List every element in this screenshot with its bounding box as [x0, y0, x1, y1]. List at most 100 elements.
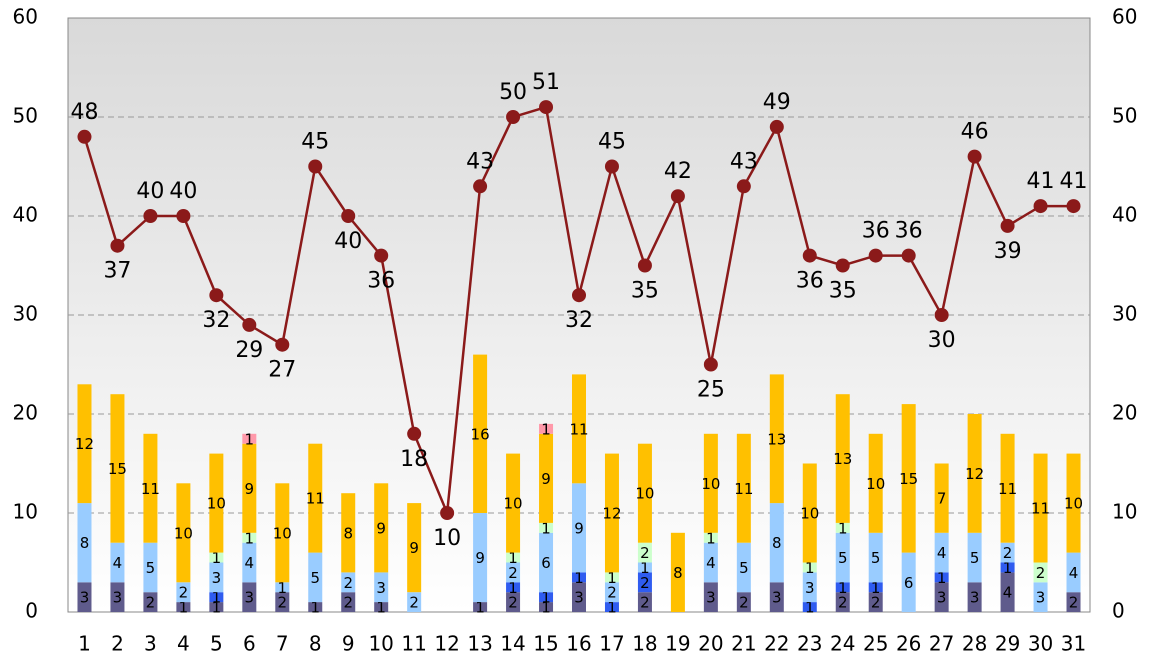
bar-segment: [407, 592, 422, 612]
segment-label: 8: [772, 534, 782, 552]
segment-label: 10: [174, 524, 193, 542]
segment-label: 2: [508, 594, 518, 612]
point-label: 43: [466, 149, 494, 174]
bar-segment: [539, 532, 554, 593]
bar-segment: [1033, 453, 1048, 563]
point-label: 50: [499, 80, 527, 105]
bar-segment: [209, 602, 224, 612]
line-point: [1066, 199, 1081, 214]
line-point: [736, 179, 751, 194]
x-tick-label: 5: [210, 632, 223, 656]
bar-segment: [868, 592, 883, 612]
segment-label: 10: [800, 505, 819, 523]
segment-label: 10: [207, 495, 226, 513]
segment-label: 2: [640, 574, 650, 592]
segment-label: 3: [706, 589, 716, 607]
point-label: 48: [70, 100, 98, 125]
segment-label: 12: [965, 465, 984, 483]
bar-segment: [539, 423, 554, 434]
bar-segment: [539, 522, 554, 533]
segment-label: 11: [141, 480, 160, 498]
bar-segment: [637, 443, 652, 543]
point-label: 42: [664, 159, 692, 184]
point-label: 35: [631, 279, 659, 304]
bar-segment: [670, 532, 685, 612]
segment-label: 12: [602, 505, 621, 523]
segment-label: 9: [409, 539, 419, 557]
x-tick-label: 9: [342, 632, 355, 656]
line-point: [341, 209, 356, 223]
x-tick-label: 14: [500, 632, 525, 656]
bar-segment: [572, 572, 586, 583]
segment-label: 1: [541, 519, 551, 537]
line-point: [572, 288, 586, 303]
segment-label: 2: [739, 594, 749, 612]
segment-label: 1: [937, 569, 947, 587]
bar-segment: [1000, 542, 1015, 563]
y-tick-label: 0: [25, 599, 38, 623]
bar-segment: [967, 582, 982, 612]
bar-segment: [110, 394, 125, 543]
bar-segment: [110, 582, 125, 612]
line-point: [176, 209, 191, 223]
y-tick-label: 30: [13, 302, 38, 326]
segment-label: 2: [409, 594, 419, 612]
segment-label: 1: [838, 579, 848, 597]
y-tick-label: 20: [13, 401, 38, 425]
segment-label: 2: [640, 594, 650, 612]
bar-segment: [506, 562, 521, 583]
line-point: [802, 248, 817, 263]
point-label: 10: [433, 526, 461, 551]
y2-tick-label: 0: [1112, 599, 1125, 623]
bar-segment: [802, 562, 817, 573]
segment-label: 12: [75, 435, 94, 453]
point-label: 40: [169, 179, 197, 204]
point-label: 46: [961, 120, 989, 145]
x-tick-label: 16: [566, 632, 591, 656]
segment-label: 4: [706, 554, 716, 572]
y-tick-label: 50: [13, 104, 38, 128]
x-tick-label: 20: [698, 632, 723, 656]
bar-segment: [473, 602, 488, 612]
segment-label: 1: [838, 519, 848, 537]
bar-segment: [176, 582, 191, 603]
x-tick-label: 1: [78, 632, 91, 656]
bar-segment: [835, 582, 850, 593]
bar-segment: [341, 592, 356, 612]
bar-segment: [506, 453, 521, 553]
bar-segment: [1066, 453, 1081, 553]
segment-label: 9: [245, 480, 255, 498]
point-label: 43: [730, 149, 758, 174]
segment-label: 1: [541, 589, 551, 607]
segment-label: 15: [899, 470, 918, 488]
segment-label: 1: [212, 589, 222, 607]
line-point: [539, 100, 554, 115]
bar-segment: [835, 592, 850, 612]
segment-label: 5: [310, 569, 320, 587]
segment-label: 3: [574, 589, 584, 607]
line-point: [604, 159, 619, 174]
segment-label: 1: [245, 430, 255, 448]
line-point: [901, 248, 916, 263]
segment-label: 1: [871, 579, 881, 597]
bar-segment: [275, 592, 290, 612]
point-label: 29: [235, 338, 263, 363]
bar-segment: [275, 483, 290, 583]
bar-segment: [637, 562, 652, 573]
x-tick-label: 7: [276, 632, 289, 656]
point-label: 40: [136, 179, 164, 204]
bar-segment: [572, 374, 586, 484]
segment-label: 2: [640, 544, 650, 562]
line-point: [934, 308, 949, 322]
segment-label: 1: [245, 529, 255, 547]
segment-label: 1: [574, 569, 584, 587]
bar-segment: [637, 572, 652, 593]
x-tick-label: 29: [995, 632, 1020, 656]
point-label: 35: [829, 279, 857, 304]
bar-segment: [637, 542, 652, 563]
segment-label: 8: [80, 534, 90, 552]
segment-label: 5: [871, 549, 881, 567]
segment-label: 15: [108, 460, 127, 478]
bar-segment: [703, 542, 718, 583]
bar-segment: [1066, 592, 1081, 612]
